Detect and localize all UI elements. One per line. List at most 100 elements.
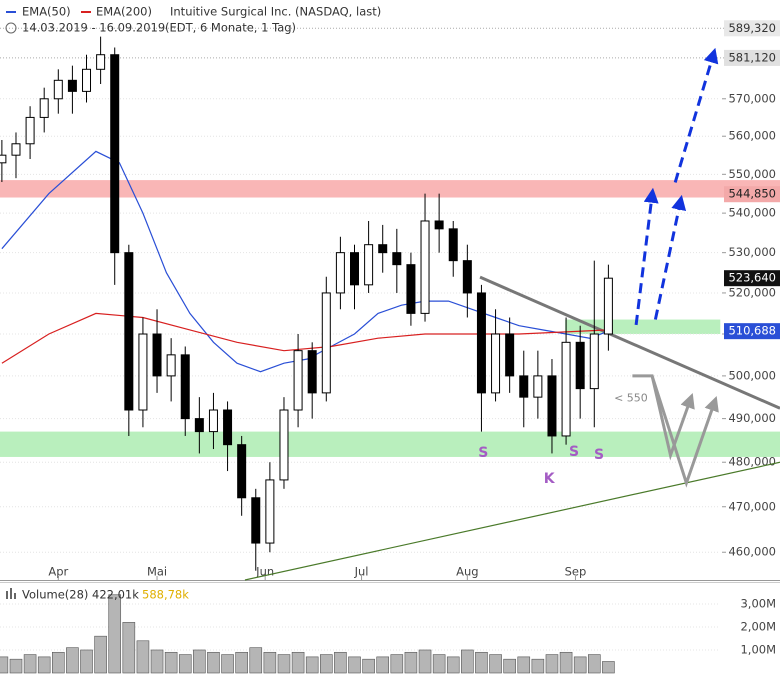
- volume-bar: [461, 649, 474, 674]
- volume-bar: [602, 661, 615, 674]
- range-note: (EDT, 6 Monate, 1 Tag): [165, 21, 296, 35]
- candle-body: [533, 375, 543, 398]
- candle-body: [448, 228, 458, 262]
- volume-name: Volume(28): [22, 588, 88, 602]
- volume-bar: [545, 654, 559, 674]
- candle-body: [237, 444, 247, 499]
- volume-bar: [221, 654, 234, 674]
- candle-body: [293, 350, 303, 411]
- annotation: K: [544, 471, 556, 487]
- candle-body: [462, 260, 472, 294]
- volume-bar: [263, 651, 277, 674]
- chart-title: Intuitive Surgical Inc. (NASDAQ, last): [170, 5, 381, 19]
- volume-avg: 588,78k: [142, 588, 189, 602]
- candle-body: [223, 409, 233, 446]
- price-label-box: [724, 20, 780, 37]
- price-label: 589,320: [728, 21, 776, 35]
- candle-body: [561, 341, 571, 437]
- volume-tick-label: 2,00M: [740, 619, 776, 633]
- volume-icon: [10, 588, 12, 599]
- volume-bar: [277, 654, 291, 674]
- volume-icon: [6, 591, 8, 599]
- volume-bar: [164, 651, 178, 674]
- volume-bar: [291, 651, 305, 674]
- x-tick-label: Apr: [48, 565, 68, 579]
- scenario-arrow: [673, 47, 719, 183]
- volume-bar: [305, 656, 319, 674]
- volume-bar: [376, 656, 390, 674]
- zone: [565, 319, 721, 335]
- annotation: S: [594, 447, 604, 463]
- volume-bar: [348, 656, 361, 674]
- candle-body: [279, 409, 289, 481]
- x-tick-label: Aug: [456, 565, 478, 579]
- annotation: S: [569, 444, 579, 460]
- zone: [0, 180, 780, 198]
- volume-bar: [587, 654, 601, 674]
- candle-body: [180, 354, 190, 420]
- y-tick-label: 550,000: [728, 167, 776, 181]
- price-label: 581,120: [728, 50, 776, 64]
- candle-body: [138, 333, 148, 411]
- y-tick-label: 460,000: [728, 545, 776, 559]
- candle-body: [420, 220, 430, 314]
- candle-body: [476, 292, 486, 394]
- legend-ema50: EMA(50): [22, 5, 71, 19]
- candle-body: [53, 79, 63, 100]
- scenario-arrow: [650, 375, 719, 488]
- volume-bar: [249, 647, 263, 674]
- y-tick-label: 530,000: [728, 245, 776, 259]
- volume-bar: [432, 654, 446, 674]
- candle-body: [96, 54, 106, 70]
- candle-body: [194, 418, 204, 433]
- x-tick-label: Mai: [147, 565, 167, 579]
- y-tick-label: 470,000: [728, 499, 776, 513]
- candle-body: [82, 68, 92, 92]
- candle-body: [0, 154, 7, 164]
- clock-icon: [5, 22, 17, 34]
- y-tick-label: 480,000: [728, 455, 776, 469]
- candle-body: [406, 264, 416, 314]
- scenario-arrow: [634, 187, 659, 326]
- candle-body: [589, 333, 599, 390]
- candle-body: [434, 220, 444, 230]
- price-label-box: [724, 186, 780, 203]
- volume-bar: [52, 651, 65, 674]
- date-range: 14.03.2019 - 16.09.2019: [22, 21, 165, 35]
- y-tick-label: 560,000: [728, 129, 776, 143]
- volume-bar: [108, 594, 122, 674]
- volume-bar: [235, 651, 248, 674]
- trendline: [244, 461, 780, 581]
- scenario-arrow: [632, 374, 695, 461]
- candle-body: [208, 409, 218, 433]
- candle-body: [110, 54, 120, 254]
- volume-bar: [193, 649, 206, 674]
- volume-bar: [334, 651, 347, 674]
- volume-bar: [503, 658, 516, 674]
- volume-bar: [559, 651, 573, 674]
- price-label-box: [724, 270, 780, 287]
- volume-bar: [475, 651, 488, 674]
- volume-bar: [80, 649, 93, 674]
- y-tick-label: 540,000: [728, 206, 776, 220]
- candle-body: [392, 252, 402, 266]
- volume-bar: [0, 656, 9, 674]
- candle-body: [39, 98, 49, 118]
- volume-bar: [94, 635, 107, 674]
- candle-body: [251, 497, 261, 544]
- legend-ema200: EMA(200): [96, 5, 152, 19]
- price-label: 523,640: [728, 271, 776, 285]
- candle-body: [547, 375, 557, 437]
- annotation: < 550: [614, 391, 648, 404]
- candle-body: [350, 252, 360, 286]
- candle-body: [265, 479, 275, 544]
- volume-bar: [573, 656, 587, 674]
- candle-body: [67, 79, 77, 92]
- volume-bar: [136, 640, 150, 674]
- y-tick-label: 570,000: [728, 91, 776, 105]
- x-tick-label: Sep: [565, 565, 587, 579]
- scenario-arrow: [653, 194, 687, 320]
- price-label-box: [724, 49, 780, 66]
- volume-bar: [178, 654, 192, 674]
- candle-body: [321, 292, 331, 394]
